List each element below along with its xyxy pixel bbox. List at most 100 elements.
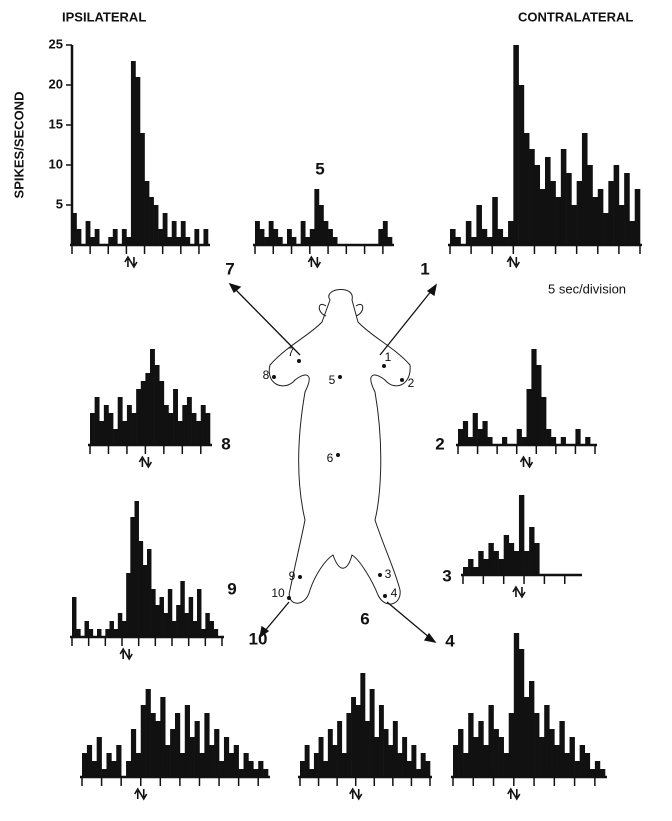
bar	[478, 721, 484, 777]
bar	[534, 713, 540, 777]
bar	[273, 229, 279, 245]
bar	[473, 737, 479, 777]
histogram: 1	[420, 45, 642, 278]
bar	[205, 413, 211, 445]
bar	[286, 229, 292, 245]
y-axis-label: SPIKES/SECOND	[11, 92, 26, 199]
bar	[101, 769, 107, 777]
bar	[116, 745, 122, 777]
bar	[111, 761, 117, 777]
bar	[592, 197, 599, 245]
y-tick-label: 15	[49, 116, 63, 131]
bar	[145, 689, 151, 777]
recording-site	[298, 575, 302, 579]
histogram-label: 10	[249, 629, 268, 648]
bar	[177, 421, 183, 445]
bar	[574, 761, 580, 777]
bar	[117, 613, 123, 637]
bar	[130, 61, 136, 245]
site-label: 6	[327, 451, 334, 465]
bar	[243, 753, 249, 777]
bar	[518, 495, 525, 575]
bar	[155, 721, 161, 777]
bar	[575, 429, 581, 445]
stimulus-marker	[124, 255, 138, 269]
bar	[180, 581, 185, 637]
body-points: 7 1 8 5 2 6 9 10 3 4	[263, 345, 415, 600]
bar	[468, 559, 474, 575]
bar	[546, 429, 552, 445]
bar	[545, 157, 551, 245]
bar	[327, 729, 333, 777]
y-tick-label: 25	[49, 36, 63, 51]
histogram-label: 6	[360, 609, 369, 628]
bar	[323, 761, 329, 777]
bar	[608, 181, 614, 245]
bar	[508, 543, 515, 575]
bar	[314, 189, 320, 245]
bar	[144, 181, 150, 245]
stimulus-marker	[119, 647, 133, 661]
bar	[597, 189, 604, 245]
bar	[566, 173, 572, 245]
bar	[513, 45, 519, 245]
histogram: 8	[88, 349, 231, 469]
bar	[483, 559, 489, 575]
bar	[534, 543, 540, 575]
bar	[136, 389, 142, 445]
bar	[518, 649, 525, 777]
bar	[406, 761, 412, 777]
bar	[502, 437, 508, 445]
bar	[516, 429, 522, 445]
bar	[529, 149, 535, 245]
stimulus-marker	[519, 455, 534, 469]
bar	[378, 705, 384, 777]
bar	[205, 613, 210, 637]
bar	[97, 629, 102, 637]
bar	[151, 589, 156, 637]
bar	[536, 365, 542, 445]
bar	[180, 221, 186, 245]
histogram: 7 5 10 15 20 25	[49, 36, 235, 278]
histogram: 3	[442, 495, 582, 599]
bar	[184, 613, 189, 637]
bar	[189, 737, 195, 777]
bar	[618, 205, 625, 245]
bar	[85, 221, 91, 245]
site-label: 3	[385, 567, 392, 581]
bar	[219, 761, 225, 777]
histogram-label: 1	[420, 259, 429, 278]
bar	[109, 621, 114, 637]
bar	[513, 551, 520, 575]
bar	[175, 713, 181, 777]
bar	[158, 229, 163, 245]
bar	[521, 437, 527, 445]
bar	[117, 397, 123, 445]
bar	[493, 729, 499, 777]
bar	[599, 769, 606, 777]
bar	[130, 729, 137, 777]
bar	[584, 753, 591, 777]
histogram: 2	[435, 349, 597, 469]
histogram: 6	[298, 609, 432, 801]
bar	[382, 221, 388, 245]
stimulus-marker	[134, 787, 148, 801]
bar	[518, 85, 525, 245]
bar	[569, 737, 575, 777]
bar	[150, 713, 156, 777]
bar	[332, 237, 338, 245]
stimulus-marker	[506, 255, 521, 269]
histogram: 9	[70, 501, 237, 661]
site-label: 4	[391, 586, 398, 600]
bar	[159, 597, 164, 637]
bar	[550, 181, 556, 245]
bar	[523, 133, 530, 245]
bar	[462, 421, 469, 445]
bar	[277, 237, 283, 245]
bar	[176, 605, 181, 637]
histogram-label: 3	[442, 566, 451, 585]
bar	[86, 745, 93, 777]
bar	[585, 437, 591, 445]
bar	[332, 745, 338, 777]
bar	[126, 405, 132, 445]
